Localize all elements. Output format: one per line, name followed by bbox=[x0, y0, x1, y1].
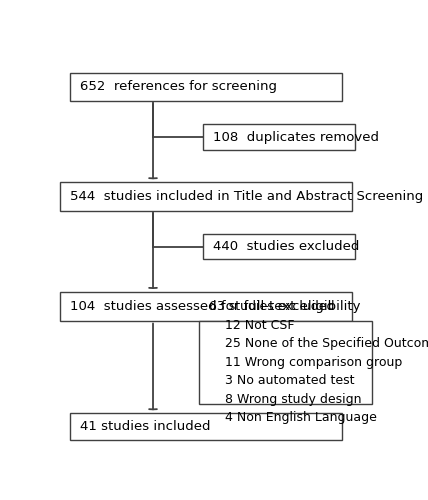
Text: 63 studies excluded
    12 Not CSF
    25 None of the Specified Outcomes
    11 : 63 studies excluded 12 Not CSF 25 None o… bbox=[209, 300, 428, 424]
Text: 41 studies included: 41 studies included bbox=[80, 420, 211, 433]
Text: 440  studies excluded: 440 studies excluded bbox=[213, 240, 359, 253]
Text: 104  studies assessed for full-text eligibility: 104 studies assessed for full-text eligi… bbox=[70, 300, 360, 313]
FancyBboxPatch shape bbox=[199, 321, 372, 404]
Text: 544  studies included in Title and Abstract Screening: 544 studies included in Title and Abstra… bbox=[70, 190, 423, 203]
FancyBboxPatch shape bbox=[203, 234, 355, 259]
FancyBboxPatch shape bbox=[203, 124, 355, 150]
Text: 108  duplicates removed: 108 duplicates removed bbox=[213, 130, 379, 143]
Text: 652  references for screening: 652 references for screening bbox=[80, 80, 277, 94]
FancyBboxPatch shape bbox=[70, 72, 342, 102]
FancyBboxPatch shape bbox=[60, 182, 352, 211]
FancyBboxPatch shape bbox=[60, 292, 352, 321]
FancyBboxPatch shape bbox=[70, 413, 342, 440]
